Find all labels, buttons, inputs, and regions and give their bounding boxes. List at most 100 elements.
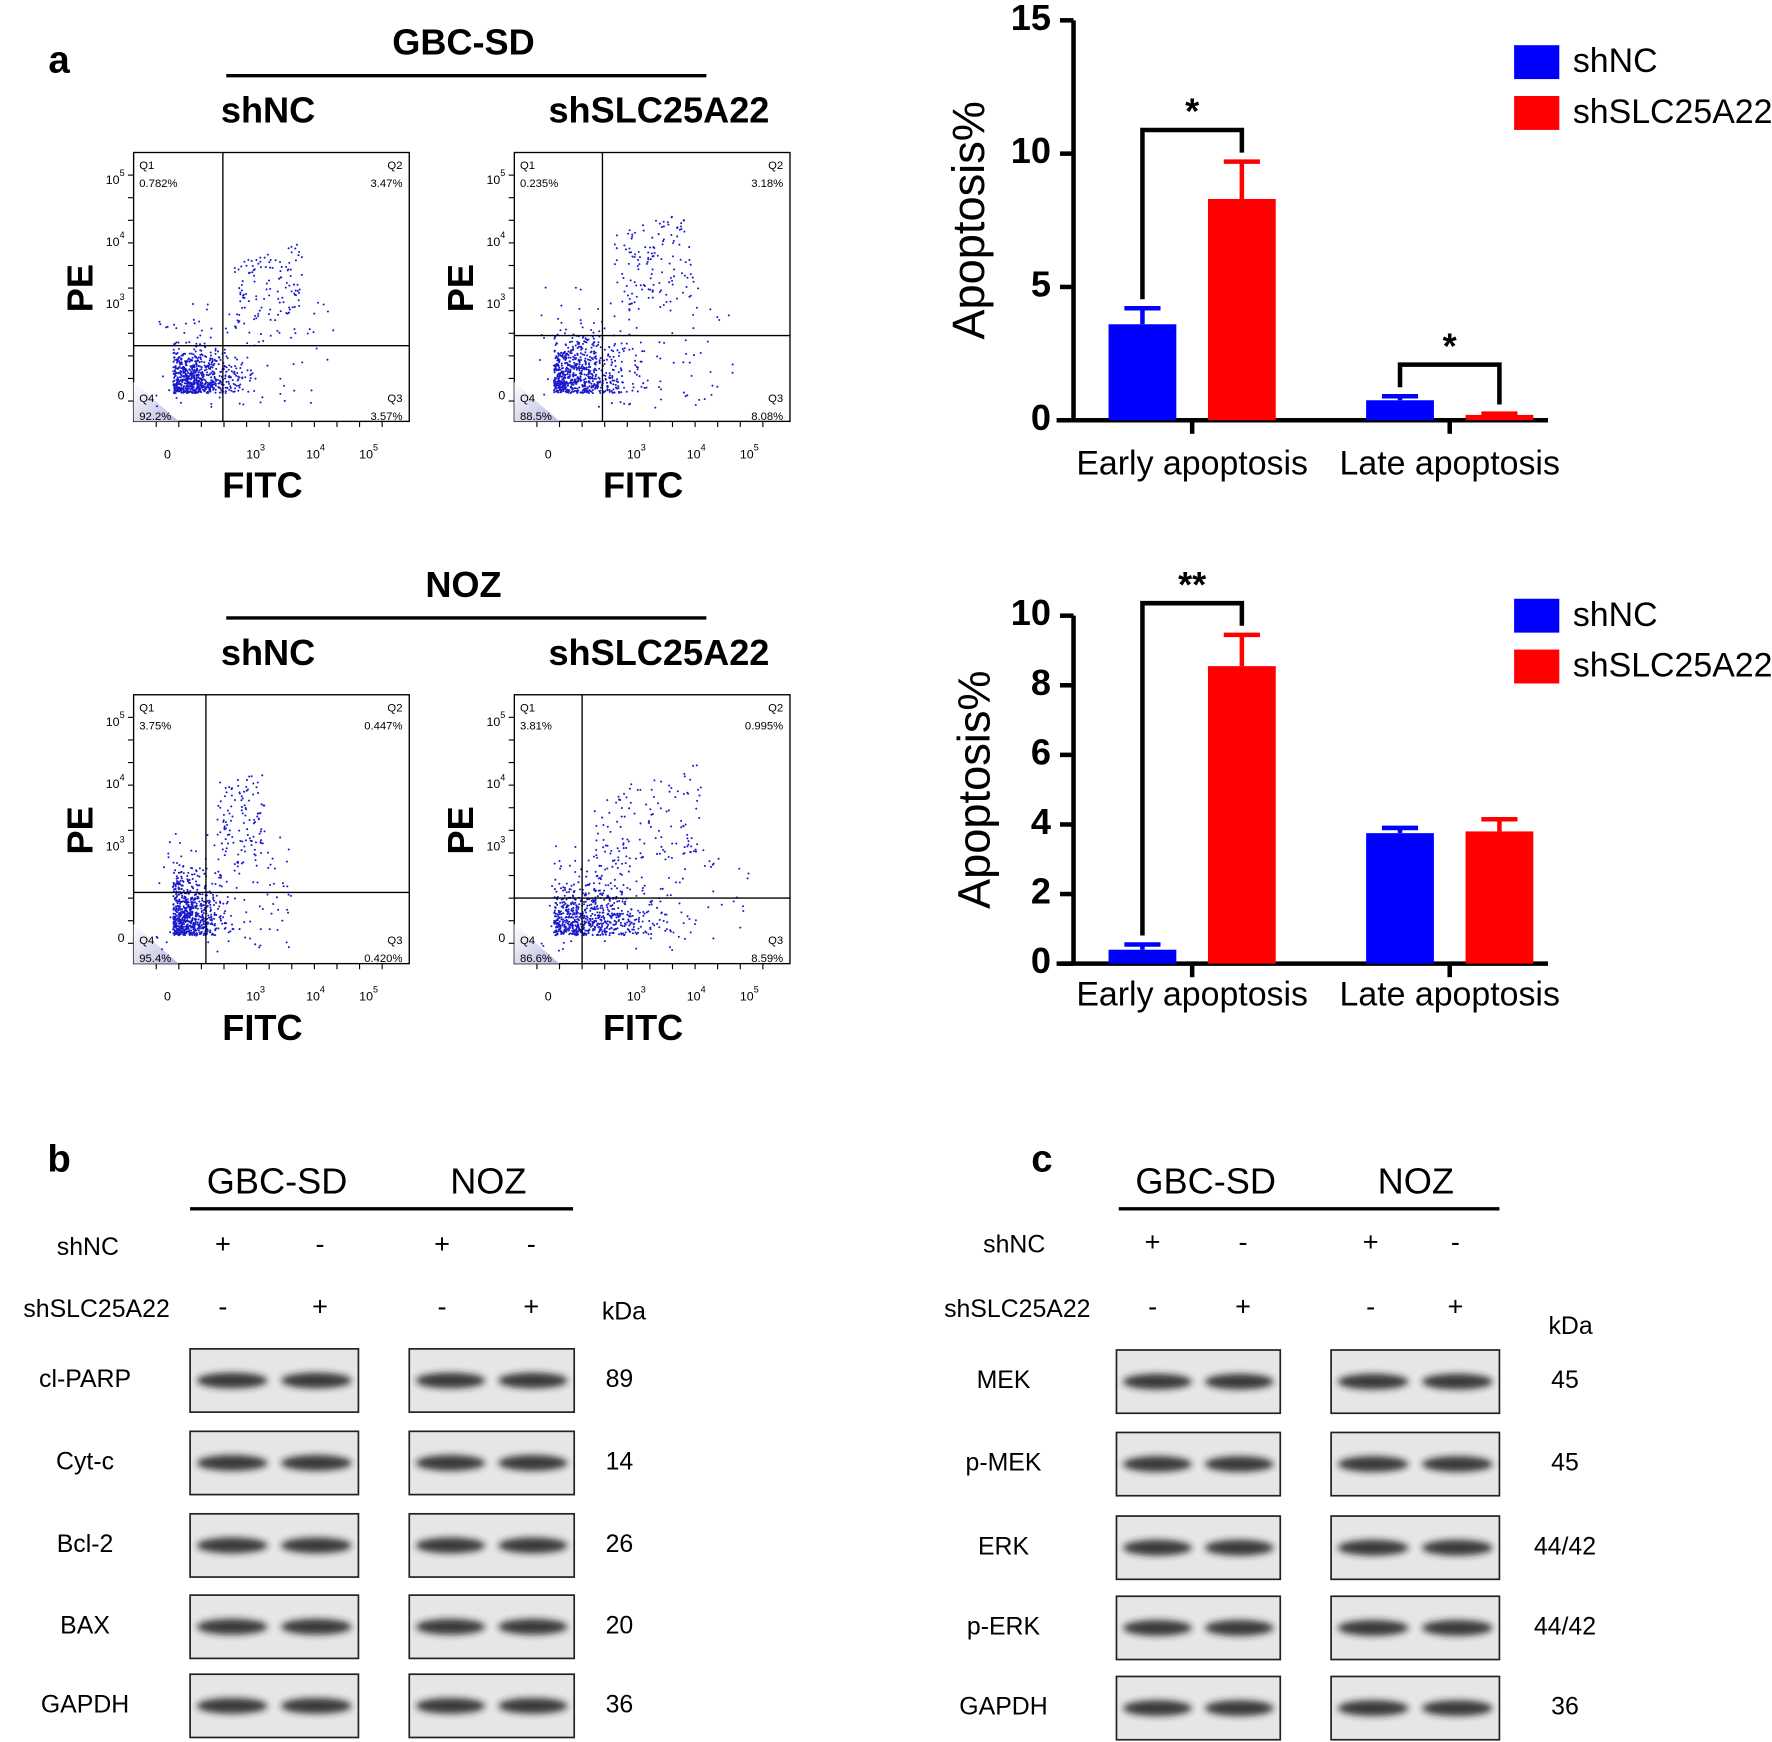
event-dot [203,887,206,890]
event-dot [210,379,213,382]
event-dot [216,350,220,353]
event-dot [627,232,630,235]
event-dot [292,283,295,286]
event-dot [586,904,589,907]
event-dot [717,857,720,860]
event-dot [604,921,607,924]
event-dot [228,786,231,789]
event-dot [196,888,199,891]
event-dot [182,388,185,391]
event-dot [177,883,180,886]
event-dot [221,848,224,851]
event-dot [567,890,571,894]
event-dot [203,361,206,364]
event-dot [605,385,608,388]
event-dot [633,255,636,259]
event-dot [660,912,663,915]
event-dot [591,924,594,927]
event-dot [636,368,639,371]
event-dot [195,391,198,394]
event-dot [207,922,210,925]
quadrant-name: Q2 [387,160,402,172]
event-dot [189,372,192,375]
tick-base: 10 [486,173,500,187]
event-dot [561,922,564,925]
event-dot [200,349,203,352]
event-dot [618,912,621,915]
event-dot [247,799,250,802]
event-dot [206,904,209,907]
event-dot [646,379,649,382]
event-dot [613,901,616,904]
event-dot [619,912,622,915]
event-dot [540,942,543,945]
event-dot [240,795,243,798]
event-dot [572,358,575,361]
event-dot [564,386,567,389]
event-dot [259,928,262,931]
event-dot [635,295,638,298]
event-dot [612,355,615,358]
event-dot [738,867,741,870]
significance-label: * [1443,325,1458,366]
event-dot [179,357,182,360]
event-dot [224,327,227,330]
event-dot [173,384,176,387]
event-dot [194,350,197,353]
event-dot [238,287,241,290]
event-dot [602,846,605,849]
event-dot [582,934,585,937]
event-dot [286,908,289,911]
event-dot [678,228,681,231]
event-dot [556,923,559,926]
legend-swatch [1514,45,1560,80]
event-dot [201,915,204,918]
event-dot [192,369,195,373]
event-dot [649,825,652,828]
event-dot [595,920,598,923]
event-dot [557,317,560,320]
blot-band [1204,1456,1274,1473]
event-dot [212,897,215,901]
event-dot [625,342,628,345]
event-dot [183,382,186,385]
event-dot [172,370,175,373]
event-dot [599,904,602,907]
event-dot [571,387,574,390]
event-dot [553,369,556,372]
event-dot [582,388,585,391]
event-dot [578,888,581,891]
event-dot [660,780,663,783]
event-dot [637,920,640,923]
tick-exp: 3 [641,443,646,453]
event-dot [610,402,613,405]
event-dot [224,926,227,929]
event-dot [294,289,297,292]
event-dot [231,379,234,382]
event-dot [592,321,595,324]
event-dot [293,305,296,308]
event-dot [238,928,241,931]
event-dot [192,898,195,901]
event-dot [598,367,601,370]
axis-tick-label: 0 [545,990,552,1004]
tick-exp: 5 [373,443,378,453]
event-dot [562,886,565,889]
event-dot [185,360,188,363]
event-dot [616,349,619,352]
event-dot [229,386,232,389]
event-dot [658,852,661,855]
event-dot [237,378,240,381]
event-dot [603,362,606,366]
event-dot [572,909,575,912]
event-dot [220,885,223,888]
event-dot [568,888,571,891]
event-dot [196,927,199,930]
blot-band [1421,1700,1493,1717]
event-dot [282,885,285,888]
event-dot [248,331,251,334]
event-dot [256,815,259,818]
event-dot [656,922,659,925]
event-dot [564,390,567,393]
event-dot [589,919,592,922]
